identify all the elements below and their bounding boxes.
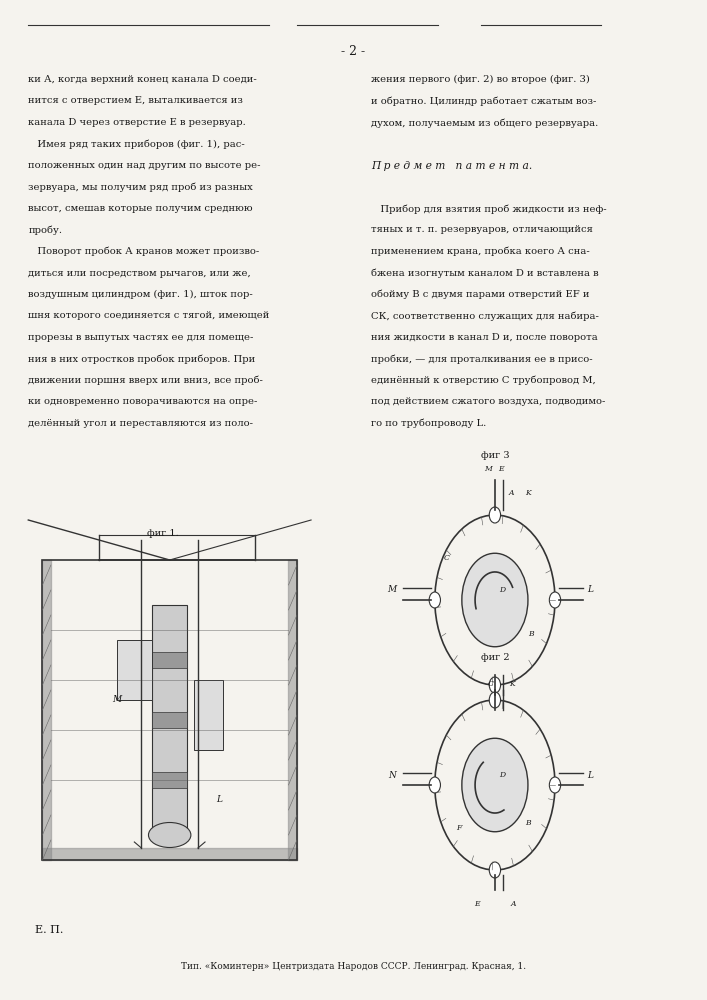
Text: пробу.: пробу. [28, 225, 62, 235]
Text: и обратно. Цилиндр работает сжатым воз-: и обратно. Цилиндр работает сжатым воз- [371, 96, 597, 106]
Text: M: M [387, 585, 396, 594]
Text: D: D [499, 586, 505, 594]
Circle shape [489, 692, 501, 708]
Bar [194, 680, 223, 750]
Bar [152, 652, 187, 668]
Bar [152, 712, 187, 728]
Text: ния в них отростков пробок приборов. При: ния в них отростков пробок приборов. При [28, 354, 255, 364]
Text: воздушным цилиндром (фиг. 1), шток пор-: воздушным цилиндром (фиг. 1), шток пор- [28, 290, 253, 299]
Text: шня которого соединяется с тягой, имеющей: шня которого соединяется с тягой, имеюще… [28, 311, 269, 320]
Text: C: C [444, 554, 450, 562]
Text: СК, соответственно служащих для набира-: СК, соответственно служащих для набира- [371, 311, 599, 321]
Text: фиг 1.: фиг 1. [147, 529, 178, 538]
Circle shape [549, 592, 561, 608]
Text: C: C [488, 680, 493, 688]
Text: B: B [525, 819, 531, 827]
Text: L: L [587, 770, 592, 780]
Text: тяных и т. п. резервуаров, отличающийся: тяных и т. п. резервуаров, отличающийся [371, 225, 593, 234]
Text: F: F [456, 824, 462, 832]
Text: прорезы в выпутых частях ее для помеще-: прорезы в выпутых частях ее для помеще- [28, 333, 254, 342]
Text: высот, смешав которые получим среднюю: высот, смешав которые получим среднюю [28, 204, 253, 213]
Text: Прибор для взятия проб жидкости из неф-: Прибор для взятия проб жидкости из неф- [371, 204, 607, 214]
Text: ки одновременно поворачиваются на опре-: ки одновременно поворачиваются на опре- [28, 397, 257, 406]
Text: M: M [112, 696, 122, 704]
Bar [152, 605, 187, 830]
Text: A: A [510, 900, 515, 908]
Text: П р е д м е т   п а т е н т а.: П р е д м е т п а т е н т а. [371, 161, 532, 171]
Text: положенных один над другим по высоте ре-: положенных один над другим по высоте ре- [28, 161, 261, 170]
Text: единённый к отверстию С трубопровод М,: единённый к отверстию С трубопровод М, [371, 376, 596, 385]
Text: K: K [525, 489, 531, 497]
Text: жения первого (фиг. 2) во второе (фиг. 3): жения первого (фиг. 2) во второе (фиг. 3… [371, 75, 590, 84]
Ellipse shape [148, 822, 191, 848]
Text: D: D [499, 771, 505, 779]
Circle shape [462, 553, 528, 647]
Text: делённый угол и переставляются из поло-: делённый угол и переставляются из поло- [28, 419, 253, 428]
Text: B: B [528, 630, 534, 638]
Text: нится с отверстием Е, выталкивается из: нится с отверстием Е, выталкивается из [28, 96, 243, 105]
Text: M: M [484, 465, 492, 473]
Text: применением крана, пробка коего А сна-: применением крана, пробка коего А сна- [371, 247, 590, 256]
Text: ки А, когда верхний конец канала D соеди-: ки А, когда верхний конец канала D соеди… [28, 75, 257, 84]
Text: фиг 3: фиг 3 [481, 451, 509, 460]
Text: ния жидкости в канал D и, после поворота: ния жидкости в канал D и, после поворота [371, 333, 598, 342]
Text: зервуара, мы получим ряд проб из разных: зервуара, мы получим ряд проб из разных [28, 182, 253, 192]
Circle shape [429, 777, 440, 793]
Bar [152, 772, 187, 788]
Text: диться или посредством рычагов, или же,: диться или посредством рычагов, или же, [28, 268, 251, 277]
Text: го по трубопроводу L.: го по трубопроводу L. [371, 419, 486, 428]
Text: E: E [498, 465, 504, 473]
Text: под действием сжатого воздуха, подводимо-: под действием сжатого воздуха, подводимо… [371, 397, 606, 406]
Text: - 2 -: - 2 - [341, 45, 366, 58]
Text: K: K [509, 680, 515, 688]
Circle shape [489, 677, 501, 693]
Text: L: L [216, 796, 222, 804]
Bar [117, 640, 152, 700]
Text: L: L [587, 585, 592, 594]
Text: N: N [388, 770, 396, 780]
Circle shape [549, 777, 561, 793]
Text: Тип. «Коминтерн» Центриздата Народов СССР. Ленинград. Красная, 1.: Тип. «Коминтерн» Центриздата Народов ССС… [181, 962, 526, 971]
Text: духом, получаемым из общего резервуара.: духом, получаемым из общего резервуара. [371, 118, 598, 127]
Text: Е. П.: Е. П. [35, 925, 64, 935]
Circle shape [462, 738, 528, 832]
Text: Поворот пробок А кранов может произво-: Поворот пробок А кранов может произво- [28, 247, 259, 256]
Circle shape [489, 507, 501, 523]
Text: фиг 2: фиг 2 [481, 653, 509, 662]
Text: обойму В с двумя парами отверстий EF и: обойму В с двумя парами отверстий EF и [371, 290, 590, 299]
Text: движении поршня вверх или вниз, все проб-: движении поршня вверх или вниз, все проб… [28, 376, 263, 385]
Text: E: E [474, 900, 479, 908]
Circle shape [489, 862, 501, 878]
Text: канала D через отверстие Е в резервуар.: канала D через отверстие Е в резервуар. [28, 118, 246, 127]
Text: пробки, — для проталкивания ее в присо-: пробки, — для проталкивания ее в присо- [371, 354, 592, 364]
Circle shape [429, 592, 440, 608]
Text: A: A [509, 489, 515, 497]
Text: бжена изогнутым каналом D и вставлена в: бжена изогнутым каналом D и вставлена в [371, 268, 599, 278]
Text: Имея ряд таких приборов (фиг. 1), рас-: Имея ряд таких приборов (фиг. 1), рас- [28, 139, 245, 149]
